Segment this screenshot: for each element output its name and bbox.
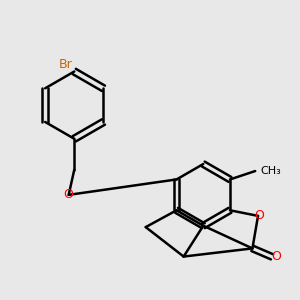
Text: O: O	[271, 250, 281, 263]
Text: O: O	[254, 209, 264, 222]
Text: Br: Br	[59, 58, 73, 71]
Text: CH₃: CH₃	[261, 166, 282, 176]
Text: O: O	[64, 188, 74, 201]
